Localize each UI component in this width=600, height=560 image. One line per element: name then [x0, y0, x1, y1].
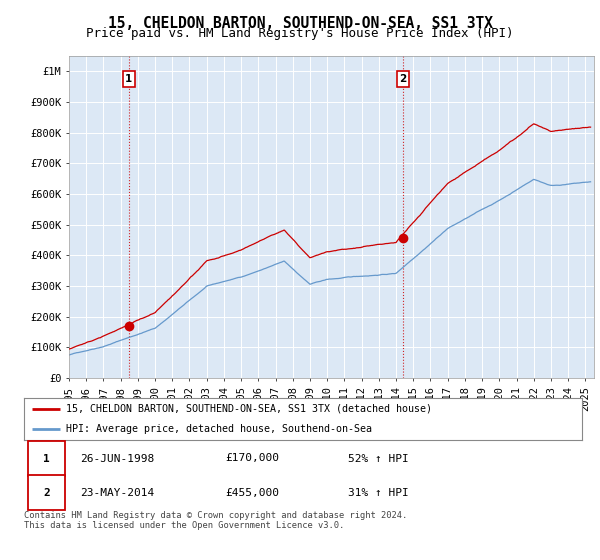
Text: 15, CHELDON BARTON, SOUTHEND-ON-SEA, SS1 3TX: 15, CHELDON BARTON, SOUTHEND-ON-SEA, SS1…: [107, 16, 493, 31]
FancyBboxPatch shape: [28, 441, 65, 476]
Text: 23-MAY-2014: 23-MAY-2014: [80, 488, 154, 498]
Text: 2: 2: [43, 488, 50, 498]
Text: 31% ↑ HPI: 31% ↑ HPI: [347, 488, 409, 498]
Text: 52% ↑ HPI: 52% ↑ HPI: [347, 454, 409, 464]
Text: £170,000: £170,000: [225, 454, 279, 464]
Text: 1: 1: [43, 454, 50, 464]
Text: 15, CHELDON BARTON, SOUTHEND-ON-SEA, SS1 3TX (detached house): 15, CHELDON BARTON, SOUTHEND-ON-SEA, SS1…: [66, 404, 432, 413]
Text: HPI: Average price, detached house, Southend-on-Sea: HPI: Average price, detached house, Sout…: [66, 424, 372, 433]
Text: 1: 1: [125, 74, 133, 84]
Text: Contains HM Land Registry data © Crown copyright and database right 2024.
This d: Contains HM Land Registry data © Crown c…: [24, 511, 407, 530]
Text: 26-JUN-1998: 26-JUN-1998: [80, 454, 154, 464]
Text: 2: 2: [399, 74, 406, 84]
Text: Price paid vs. HM Land Registry's House Price Index (HPI): Price paid vs. HM Land Registry's House …: [86, 27, 514, 40]
FancyBboxPatch shape: [28, 475, 65, 510]
Text: £455,000: £455,000: [225, 488, 279, 498]
